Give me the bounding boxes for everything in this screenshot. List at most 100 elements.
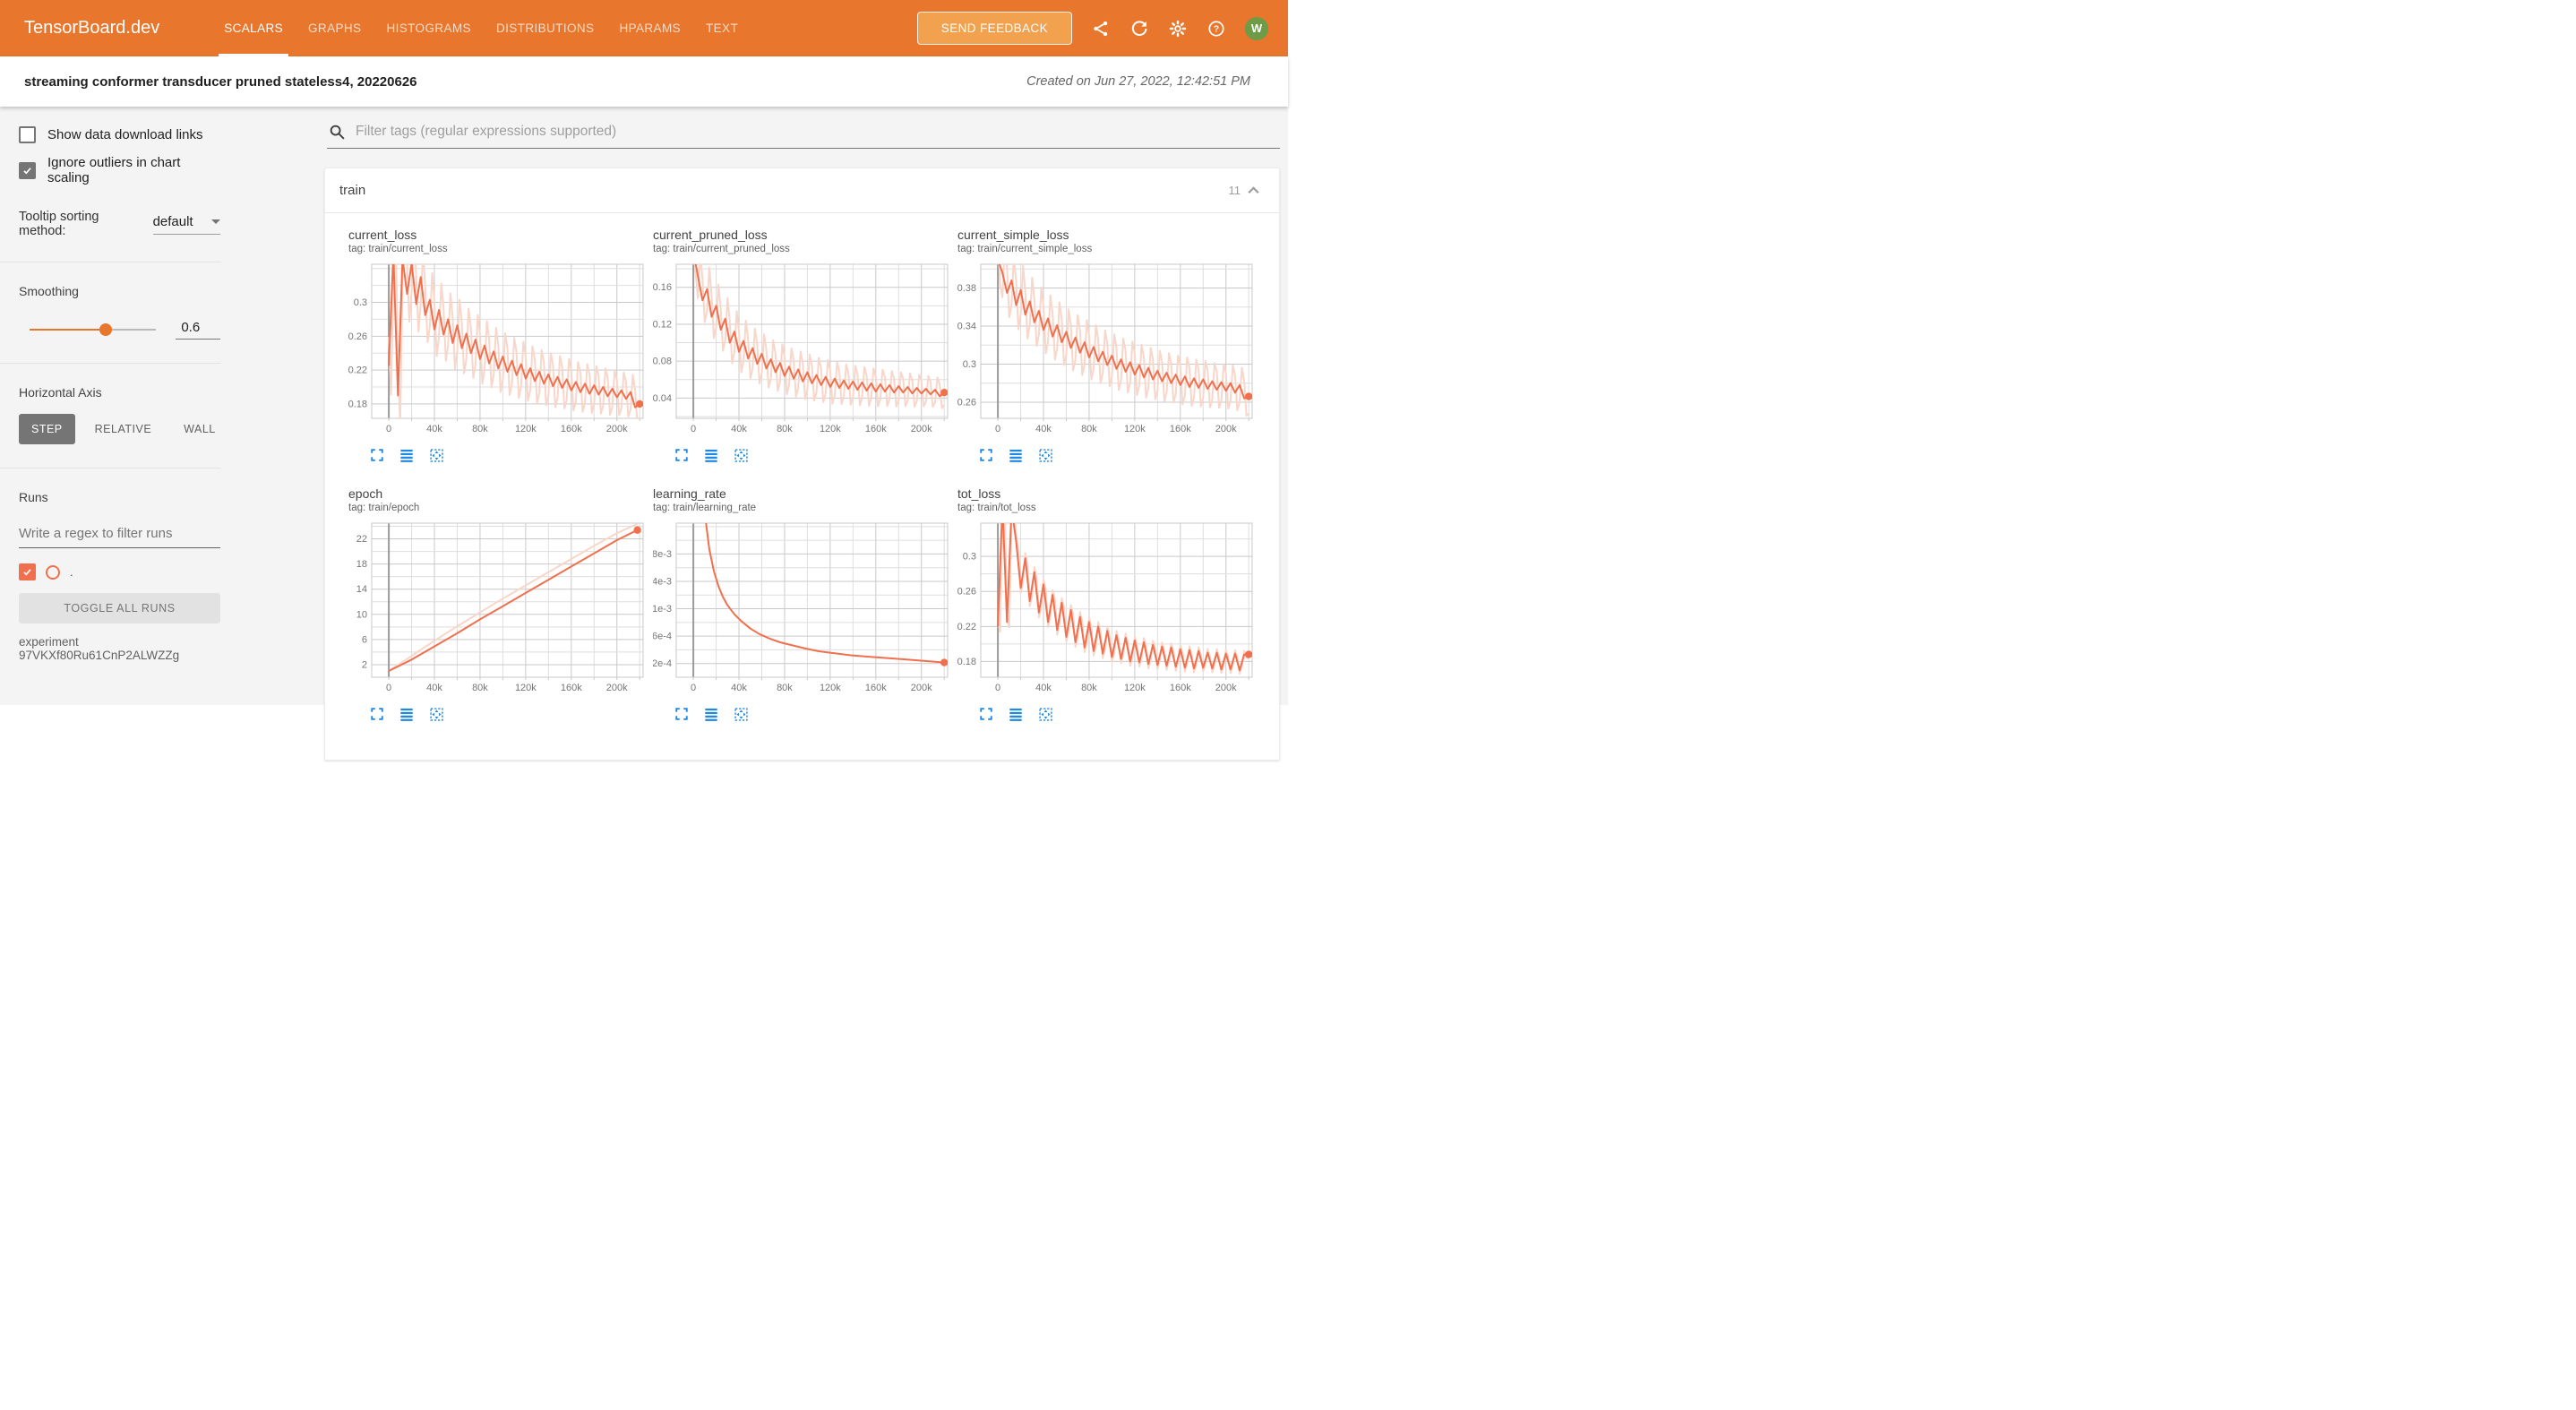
chart-title: current_loss [348,228,417,242]
expand-chart-icon[interactable] [370,448,384,463]
refresh-icon[interactable] [1129,19,1149,39]
axis-step-button[interactable]: STEP [19,414,75,444]
run-checkbox[interactable] [19,563,36,580]
runs-filter-input[interactable] [19,522,220,548]
svg-text:0.26: 0.26 [348,331,367,342]
chart-plot[interactable]: 0 40k 80k 120k 160k 200k 0.18 0.22 0.26 0.3 [348,259,648,438]
expand-chart-icon[interactable] [674,448,689,463]
svg-text:0.18: 0.18 [348,399,367,409]
runs-selector-icon[interactable] [1009,448,1023,463]
smoothing-label: Smoothing [19,284,79,298]
runs-selector-icon[interactable] [399,448,414,463]
expand-chart-icon[interactable] [979,707,993,722]
experiment-header: streaming conformer transducer pruned st… [0,56,1288,107]
tooltip-sorting-select[interactable]: default [152,214,220,235]
svg-text:0.3: 0.3 [963,359,976,370]
svg-text:200k: 200k [911,424,932,434]
toggle-all-runs-button[interactable]: TOGGLE ALL RUNS [19,593,220,623]
fit-domain-icon[interactable] [1038,707,1053,722]
expand-chart-icon[interactable] [370,707,384,722]
expand-chart-icon[interactable] [979,448,993,463]
chart-plot[interactable]: 0 40k 80k 120k 160k 200k 0.26 0.3 0.34 0.38 [957,259,1258,438]
svg-text:0.18: 0.18 [957,657,976,667]
runs-selector-icon[interactable] [704,448,718,463]
chart-plot[interactable]: 0 40k 80k 120k 160k 200k 2 6 10 14 18 22 [348,518,648,697]
chart-plot[interactable]: 0 40k 80k 120k 160k 200k 2e-4 6e-4 1e-3 1.4e-3 1.8… [644,518,953,697]
runs-selector-icon[interactable] [1009,707,1023,722]
run-list-item[interactable]: . [19,563,220,580]
axis-relative-button[interactable]: RELATIVE [82,414,165,444]
svg-text:6e-4: 6e-4 [653,632,672,642]
svg-text:0.3: 0.3 [354,297,367,308]
svg-text:1.8e-3: 1.8e-3 [653,549,672,560]
checkbox-icon[interactable] [19,161,36,179]
tooltip-sorting-label: Tooltip sorting method: [19,210,99,238]
checkbox-label: Ignore outliers in chart scaling [47,155,181,185]
axis-wall-button[interactable]: WALL [171,414,228,444]
tab-graphs[interactable]: GRAPHS [308,21,362,35]
chart-plot[interactable]: 0 40k 80k 120k 160k 200k 0.04 0.08 0.12 0.16 [653,259,953,438]
chart-card: current_pruned_loss tag: train/current_pr… [653,228,953,463]
fit-domain-icon[interactable] [734,707,749,722]
checkbox-label: Show data download links [47,127,203,142]
send-feedback-button[interactable]: SEND FEEDBACK [916,12,1072,45]
chart-plot[interactable]: 0 40k 80k 120k 160k 200k 0.18 0.22 0.26 0.3 [957,518,1258,697]
svg-text:14: 14 [356,584,367,595]
chart-title: tot_loss [957,486,1001,501]
top-navbar: TensorBoard.dev SCALARS GRAPHS HISTOGRAM… [0,0,1288,56]
svg-text:18: 18 [356,559,367,570]
tab-distributions[interactable]: DISTRIBUTIONS [495,21,595,35]
svg-text:40k: 40k [731,424,747,434]
expand-chart-icon[interactable] [674,707,689,722]
ignore-outliers-checkbox[interactable]: Ignore outliers in chart scaling [19,155,220,185]
svg-text:40k: 40k [1035,683,1052,693]
slider-thumb[interactable] [99,323,112,336]
svg-text:40k: 40k [731,683,747,693]
chart-tag: tag: train/current_pruned_loss [653,244,790,254]
svg-text:0: 0 [995,424,1000,434]
fit-domain-icon[interactable] [429,448,444,463]
tab-text[interactable]: TEXT [706,21,739,35]
train-section-card: train 11 current_loss tag: train/current_… [324,168,1280,761]
svg-text:2e-4: 2e-4 [653,658,672,669]
tab-scalars[interactable]: SCALARS [211,0,296,56]
svg-text:120k: 120k [1124,424,1146,434]
fit-domain-icon[interactable] [429,707,444,722]
svg-text:120k: 120k [1124,683,1146,693]
filter-tags-input[interactable] [354,123,1280,141]
tab-hparams[interactable]: HPARAMS [619,21,681,35]
checkbox-icon[interactable] [19,126,36,143]
svg-text:200k: 200k [1215,683,1237,693]
app-logo[interactable]: TensorBoard.dev [24,18,160,38]
smoothing-value[interactable]: 0.6 [176,320,220,340]
svg-text:?: ? [1214,23,1219,34]
show-download-links-checkbox[interactable]: Show data download links [19,126,220,143]
svg-text:0.26: 0.26 [957,587,976,598]
chevron-up-icon[interactable] [1246,183,1261,198]
svg-text:40k: 40k [1035,424,1052,434]
share-icon[interactable] [1091,19,1111,39]
nav-tabs: SCALARS GRAPHS HISTOGRAMS DISTRIBUTIONS … [211,0,751,56]
chart-actions [674,448,953,463]
user-avatar[interactable]: W [1245,16,1268,40]
chart-tag: tag: train/learning_rate [653,503,757,513]
svg-text:80k: 80k [777,683,793,693]
run-color-swatch [46,564,60,580]
created-timestamp: Created on Jun 27, 2022, 12:42:51 PM [1026,74,1250,89]
fit-domain-icon[interactable] [1038,448,1053,463]
help-icon[interactable]: ? [1206,19,1226,39]
svg-text:0.34: 0.34 [957,322,976,332]
chart-title: epoch [348,486,383,501]
runs-selector-icon[interactable] [399,707,414,722]
dashboard-main: train 11 current_loss tag: train/current_… [296,107,1288,761]
train-section-header[interactable]: train 11 [325,168,1279,213]
runs-selector-icon[interactable] [704,707,718,722]
chart-card: learning_rate tag: train/learning_rate 0 40… [644,486,953,722]
chart-tag: tag: train/current_loss [348,244,448,254]
tab-histograms[interactable]: HISTOGRAMS [386,21,471,35]
fit-domain-icon[interactable] [734,448,749,463]
horizontal-axis-label: Horizontal Axis [19,385,102,400]
settings-icon[interactable] [1168,19,1188,39]
svg-text:40k: 40k [426,424,442,434]
smoothing-slider[interactable] [30,323,157,336]
